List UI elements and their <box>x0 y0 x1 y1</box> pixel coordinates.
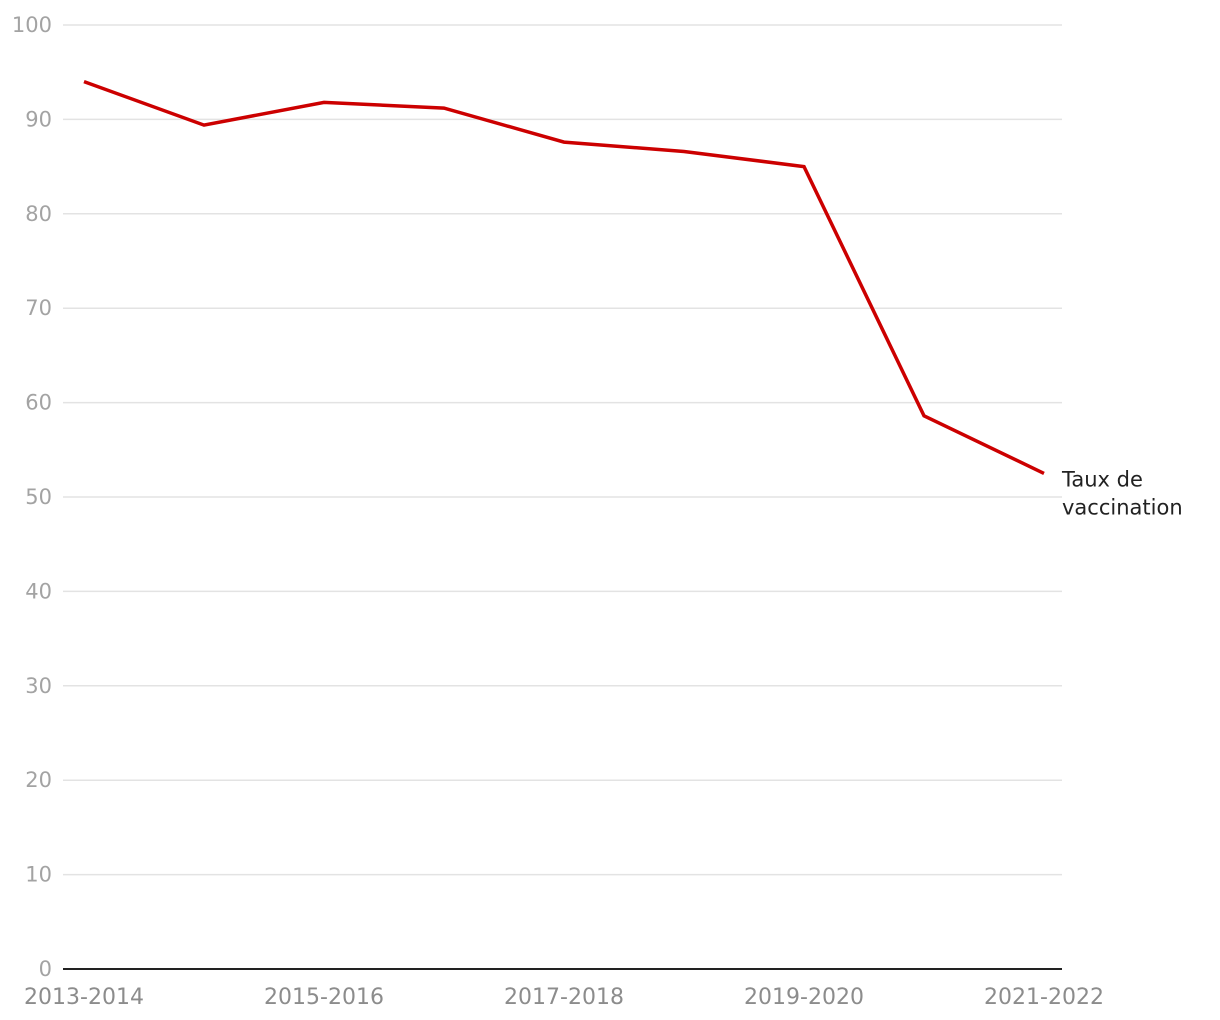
y-tick-label-90: 90 <box>25 107 52 131</box>
y-tick-label-50: 50 <box>25 485 52 509</box>
x-tick-label-2019-2020: 2019-2020 <box>744 985 864 1010</box>
y-tick-label-20: 20 <box>25 768 52 792</box>
y-tick-label-70: 70 <box>25 296 52 320</box>
y-tick-label-40: 40 <box>25 579 52 603</box>
series-line-0 <box>83 79 1045 475</box>
y-tick-label-30: 30 <box>25 674 52 698</box>
x-tick-label-2013-2014: 2013-2014 <box>24 985 144 1010</box>
y-tick-label-60: 60 <box>25 391 52 415</box>
series-label-line-1: vaccination <box>1062 495 1183 519</box>
y-axis-ticks: 0 10 20 30 40 50 60 70 80 90 100 <box>12 13 52 981</box>
y-tick-label-0: 0 <box>39 957 52 981</box>
series-layer <box>83 79 1045 475</box>
series-labels: Taux de vaccination <box>1061 467 1183 519</box>
y-tick-label-10: 10 <box>25 863 52 887</box>
gridlines <box>63 24 1062 876</box>
y-tick-label-80: 80 <box>25 202 52 226</box>
x-tick-label-2015-2016: 2015-2016 <box>264 985 384 1010</box>
y-tick-label-100: 100 <box>12 13 52 37</box>
x-tick-label-2017-2018: 2017-2018 <box>504 985 624 1010</box>
x-axis-ticks: 2013-2014 2015-2016 2017-2018 2019-2020 2021… <box>24 985 1104 1010</box>
series-label: Taux de vaccination <box>1061 467 1183 519</box>
x-tick-label-2021-2022: 2021-2022 <box>984 985 1104 1010</box>
series-label-line-0: Taux de <box>1061 467 1143 491</box>
